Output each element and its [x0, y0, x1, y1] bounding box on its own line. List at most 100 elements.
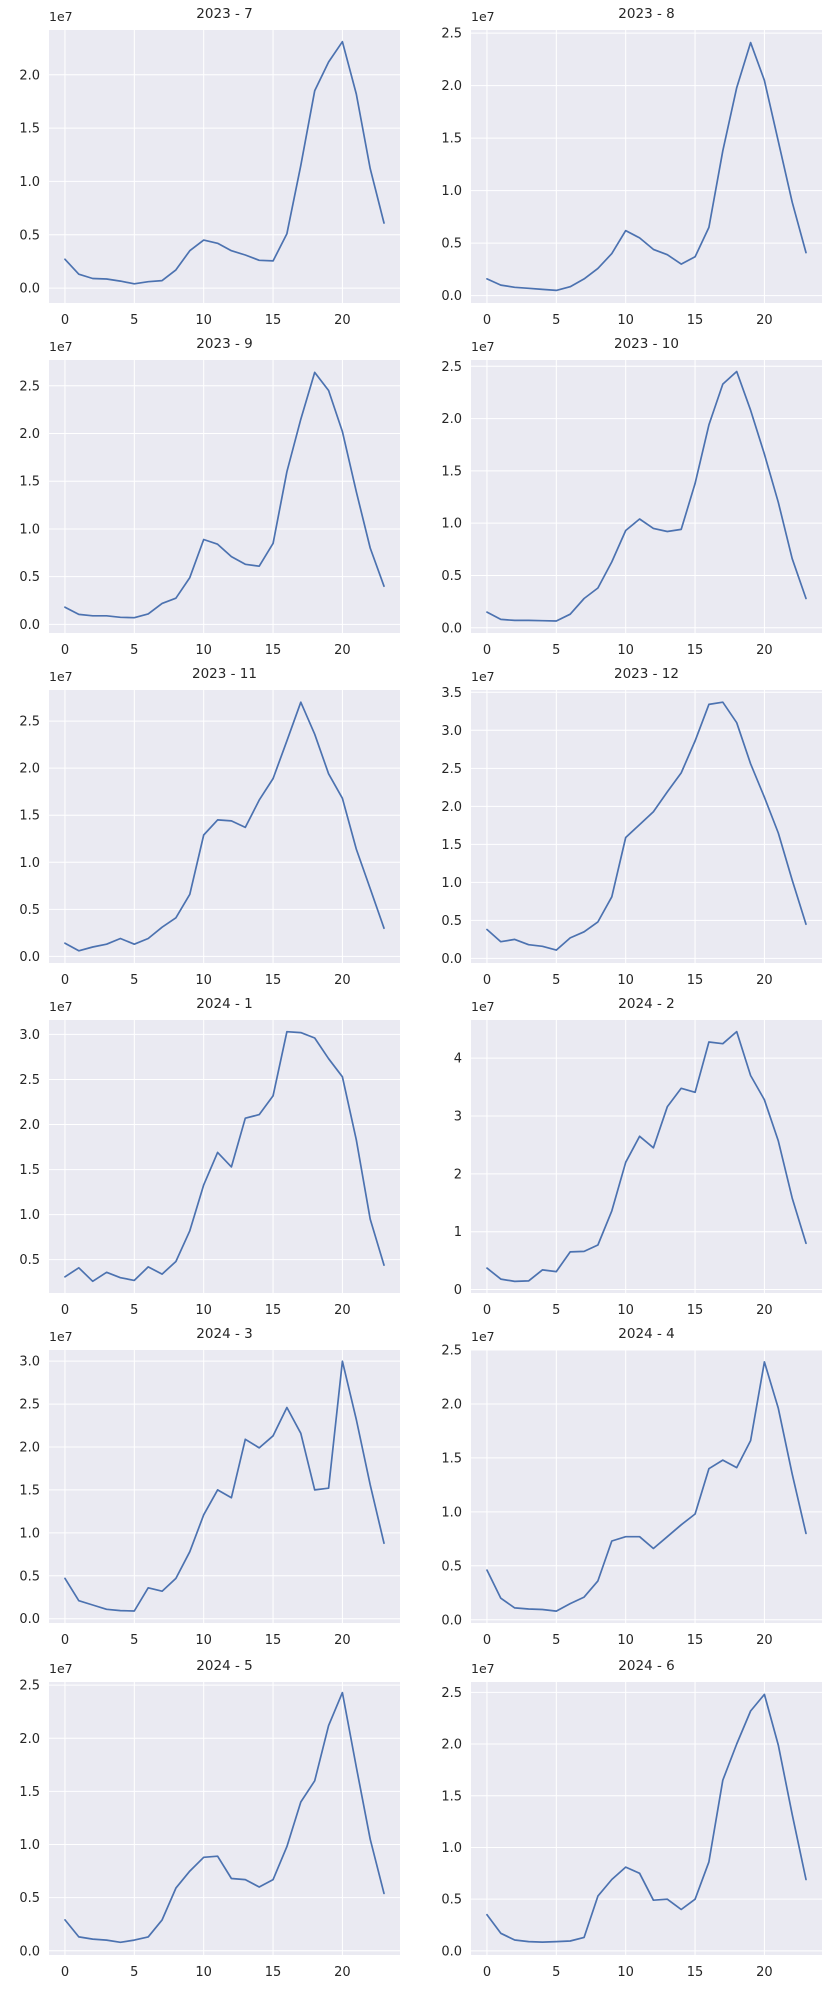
x-tick-label: 5 — [552, 313, 560, 328]
line-chart: 0 5 10 15 20 0.0 0.5 1.0 1.5 2.0 2.5 1e7 2024 - 6 — [441, 1658, 822, 1980]
y-tick-label: 2.5 — [441, 360, 462, 375]
y-tick-label: 1.5 — [441, 464, 462, 479]
plot-area — [471, 1020, 822, 1293]
x-tick-label: 20 — [756, 313, 773, 328]
x-tick-label: 10 — [195, 1965, 212, 1980]
data-series-line — [64, 371, 385, 619]
plot-area — [471, 1682, 822, 1955]
x-tick-label: 20 — [756, 1633, 773, 1648]
y-tick-label: 2.0 — [441, 412, 462, 427]
y-tick-label: 2.5 — [441, 1344, 462, 1359]
y-tick-label: 1.0 — [441, 876, 462, 891]
y-axis-offset-label: 1e7 — [471, 1661, 495, 1676]
x-tick-label: 5 — [130, 313, 138, 328]
x-tick-label: 15 — [265, 1303, 282, 1318]
line-chart: 0 5 10 15 20 0.0 0.5 1.0 1.5 2.0 2.5 1e7 2023 - 10 — [441, 336, 822, 658]
y-tick-label: 3.0 — [19, 1028, 40, 1043]
y-tick-label: 1 — [454, 1225, 462, 1240]
y-tick-label: 2.0 — [441, 1738, 462, 1753]
x-tick-label: 10 — [617, 643, 634, 658]
y-tick-label: 1.5 — [19, 475, 40, 490]
y-axis-offset-label: 1e7 — [49, 1661, 73, 1676]
x-tick-label: 10 — [195, 643, 212, 658]
line-chart: 0 5 10 15 20 0.0 0.5 1.0 1.5 2.0 2.5 3.0 1e7 2024 - 3 — [19, 1326, 400, 1648]
y-axis-offset-label: 1e7 — [49, 1329, 73, 1344]
subplot-title: 2024 - 3 — [196, 1326, 252, 1342]
x-tick-label: 20 — [334, 643, 351, 658]
subplot-title: 2024 - 6 — [618, 1658, 674, 1674]
x-tick-label: 20 — [334, 1965, 351, 1980]
y-tick-label: 3.0 — [19, 1355, 40, 1370]
x-tick-label: 0 — [61, 1633, 69, 1648]
x-tick-label: 10 — [617, 313, 634, 328]
subplot-title: 2023 - 7 — [196, 6, 252, 22]
y-tick-label: 2.0 — [19, 1441, 40, 1456]
y-tick-label: 2.0 — [19, 1732, 40, 1747]
x-tick-label: 20 — [334, 973, 351, 988]
y-axis-offset-label: 1e7 — [471, 9, 495, 24]
y-tick-label: 2.5 — [441, 762, 462, 777]
x-tick-label: 0 — [483, 1303, 491, 1318]
x-tick-label: 10 — [195, 1303, 212, 1318]
plot-area — [49, 360, 400, 633]
x-tick-label: 5 — [552, 1303, 560, 1318]
x-tick-label: 0 — [483, 973, 491, 988]
y-tick-label: 1.5 — [19, 809, 40, 824]
subplot-2023-10: 0 5 10 15 20 0.0 0.5 1.0 1.5 2.0 2.5 1e7 2023 - 10 — [416, 330, 832, 662]
y-tick-label: 1.5 — [441, 838, 462, 853]
x-tick-label: 15 — [265, 1965, 282, 1980]
y-tick-label: 1.0 — [441, 517, 462, 532]
y-axis-offset-label: 1e7 — [49, 339, 73, 354]
x-tick-label: 5 — [130, 973, 138, 988]
y-tick-label: 2.5 — [441, 27, 462, 42]
y-tick-label: 2.0 — [441, 800, 462, 815]
x-tick-label: 0 — [483, 1633, 491, 1648]
y-tick-label: 2.5 — [19, 1073, 40, 1088]
y-tick-label: 0.0 — [19, 1612, 40, 1627]
y-tick-label: 1.0 — [441, 1841, 462, 1856]
y-tick-label: 0.5 — [19, 1891, 40, 1906]
y-tick-label: 1.5 — [19, 1483, 40, 1498]
subplot-title: 2023 - 11 — [192, 666, 257, 682]
y-tick-label: 2.0 — [19, 1118, 40, 1133]
data-series-line — [486, 1030, 807, 1283]
y-tick-label: 0.0 — [441, 1613, 462, 1628]
plot-area — [471, 30, 822, 303]
y-tick-label: 0.0 — [19, 950, 40, 965]
y-tick-label: 0.5 — [19, 903, 40, 918]
x-tick-label: 10 — [617, 1965, 634, 1980]
x-tick-label: 15 — [687, 1965, 704, 1980]
y-tick-label: 2.5 — [441, 1686, 462, 1701]
y-tick-label: 1.5 — [19, 1163, 40, 1178]
y-tick-label: 1.0 — [19, 522, 40, 537]
y-tick-label: 2.5 — [19, 715, 40, 730]
y-axis-offset-label: 1e7 — [471, 1329, 495, 1344]
x-tick-label: 10 — [195, 313, 212, 328]
y-tick-label: 1.5 — [441, 1451, 462, 1466]
y-tick-label: 2 — [454, 1167, 462, 1182]
plot-area — [471, 690, 822, 963]
subplot-title: 2024 - 5 — [196, 1658, 252, 1674]
y-tick-label: 1.0 — [19, 175, 40, 190]
x-tick-label: 0 — [61, 1303, 69, 1318]
subplot-2024-3: 0 5 10 15 20 0.0 0.5 1.0 1.5 2.0 2.5 3.0 1e7 2024 - 3 — [0, 1320, 416, 1652]
y-tick-label: 2.5 — [19, 379, 40, 394]
x-tick-label: 5 — [552, 973, 560, 988]
y-tick-label: 0.0 — [441, 952, 462, 967]
y-tick-label: 0.0 — [441, 1944, 462, 1959]
y-tick-label: 1.0 — [19, 1838, 40, 1853]
x-tick-label: 5 — [130, 643, 138, 658]
subplot-2024-2: 0 5 10 15 20 0 1 2 3 4 1e7 2024 - 2 — [416, 990, 832, 1322]
x-tick-label: 0 — [483, 313, 491, 328]
data-series-line — [486, 370, 807, 622]
x-tick-label: 20 — [334, 1633, 351, 1648]
y-tick-label: 3.0 — [441, 724, 462, 739]
y-tick-label: 1.5 — [19, 1785, 40, 1800]
subplot-2023-8: 0 5 10 15 20 0.0 0.5 1.0 1.5 2.0 2.5 1e7 2023 - 8 — [416, 0, 832, 332]
line-chart: 0 5 10 15 20 0 1 2 3 4 1e7 2024 - 2 — [454, 996, 822, 1318]
y-tick-label: 1.0 — [19, 1526, 40, 1541]
subplot-2024-4: 0 5 10 15 20 0.0 0.5 1.0 1.5 2.0 2.5 1e7 2024 - 4 — [416, 1320, 832, 1652]
subplot-2024-1: 0 5 10 15 20 0.5 1.0 1.5 2.0 2.5 3.0 1e7 2024 - 1 — [0, 990, 416, 1322]
y-tick-label: 0.0 — [19, 1944, 40, 1959]
x-tick-label: 5 — [552, 643, 560, 658]
